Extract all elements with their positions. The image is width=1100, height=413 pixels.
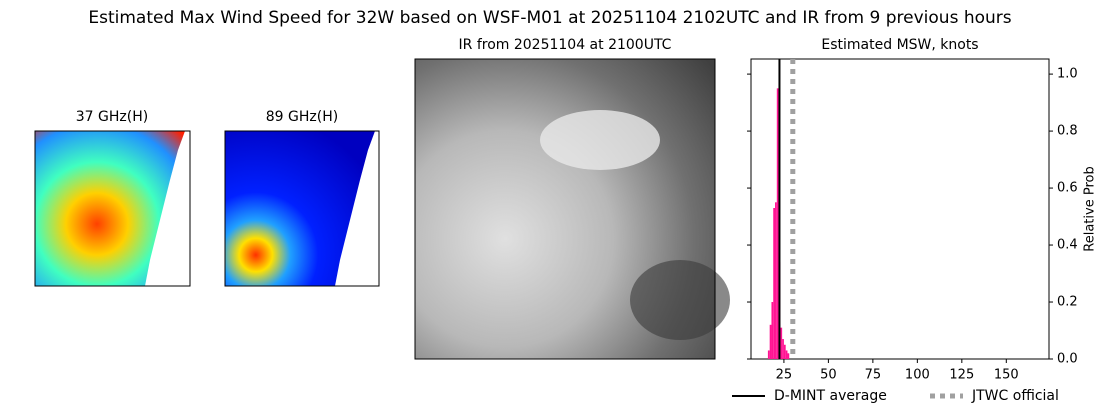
bar [782, 339, 784, 359]
bar [767, 350, 770, 359]
bar [783, 344, 786, 359]
y-tick-label: 0.4 [1057, 238, 1078, 253]
bar [773, 208, 776, 359]
y-axis-label: Relative Prob [1083, 166, 1098, 251]
bar [785, 350, 788, 359]
bar [775, 202, 777, 359]
bar [769, 324, 772, 359]
y-tick-label: 1.0 [1057, 67, 1078, 82]
image-37ghz [34, 130, 191, 287]
bar [776, 88, 779, 359]
panel-title: 89 GHz(H) [266, 109, 338, 125]
x-tick-label: 100 [905, 368, 930, 383]
figure-title: Estimated Max Wind Speed for 32W based o… [88, 8, 1011, 28]
x-tick-label: 75 [865, 368, 882, 383]
y-tick-label: 0.0 [1057, 352, 1078, 367]
x-tick-label: 50 [820, 368, 837, 383]
x-tick-label: 150 [994, 368, 1019, 383]
chart-title: Estimated MSW, knots [821, 37, 978, 53]
image-ir [414, 58, 730, 360]
panel-title: 37 GHz(H) [76, 109, 148, 125]
y-tick-label: 0.8 [1057, 124, 1078, 139]
x-tick-label: 125 [949, 368, 974, 383]
y-tick-label: 0.2 [1057, 295, 1078, 310]
legend-label: JTWC official [971, 388, 1059, 404]
axes-frame [750, 58, 1050, 360]
x-tick-label: 25 [776, 368, 793, 383]
legend-label: D-MINT average [774, 388, 887, 404]
image-89ghz [224, 130, 380, 287]
panel-title: IR from 20251104 at 2100UTC [459, 37, 672, 53]
y-tick-label: 0.6 [1057, 181, 1078, 196]
bar [787, 353, 790, 359]
bar [780, 327, 783, 359]
bar [771, 302, 774, 359]
